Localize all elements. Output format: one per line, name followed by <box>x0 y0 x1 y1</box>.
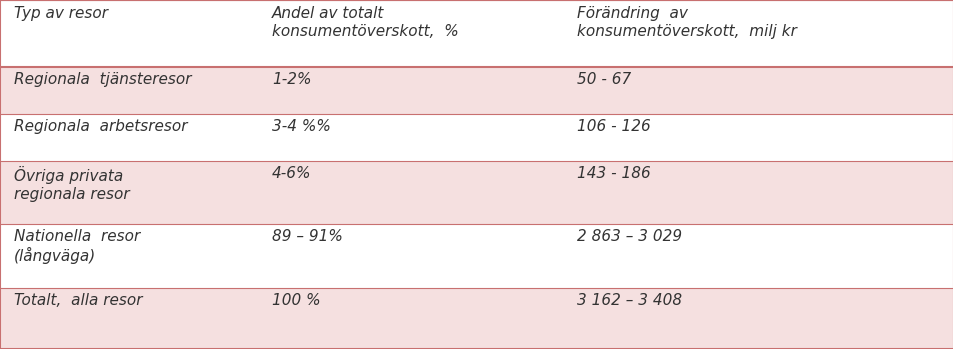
Text: Övriga privata
regionala resor: Övriga privata regionala resor <box>14 166 130 202</box>
Text: 4-6%: 4-6% <box>272 166 311 181</box>
Text: Andel av totalt
konsumentöverskott,  %: Andel av totalt konsumentöverskott, % <box>272 6 458 39</box>
Text: 3-4 %%: 3-4 %% <box>272 119 331 134</box>
Text: 3 162 – 3 408: 3 162 – 3 408 <box>577 293 681 308</box>
Text: 1-2%: 1-2% <box>272 72 311 87</box>
Text: Totalt,  alla resor: Totalt, alla resor <box>14 293 143 308</box>
Text: 106 - 126: 106 - 126 <box>577 119 650 134</box>
Text: 50 - 67: 50 - 67 <box>577 72 631 87</box>
Text: Regionala  tjänsteresor: Regionala tjänsteresor <box>14 72 192 87</box>
Text: Förändring  av
konsumentöverskott,  milj kr: Förändring av konsumentöverskott, milj k… <box>577 6 796 39</box>
Text: 143 - 186: 143 - 186 <box>577 166 650 181</box>
Text: Nationella  resor
(långväga): Nationella resor (långväga) <box>14 229 140 264</box>
Bar <box>0 161 953 224</box>
Bar <box>0 0 953 67</box>
Bar <box>0 114 953 161</box>
Text: 89 – 91%: 89 – 91% <box>272 229 342 244</box>
Text: Regionala  arbetsresor: Regionala arbetsresor <box>14 119 188 134</box>
Text: Typ av resor: Typ av resor <box>14 6 109 21</box>
Bar <box>0 288 953 349</box>
Bar <box>0 224 953 288</box>
Text: 100 %: 100 % <box>272 293 320 308</box>
Bar <box>0 67 953 114</box>
Text: 2 863 – 3 029: 2 863 – 3 029 <box>577 229 681 244</box>
